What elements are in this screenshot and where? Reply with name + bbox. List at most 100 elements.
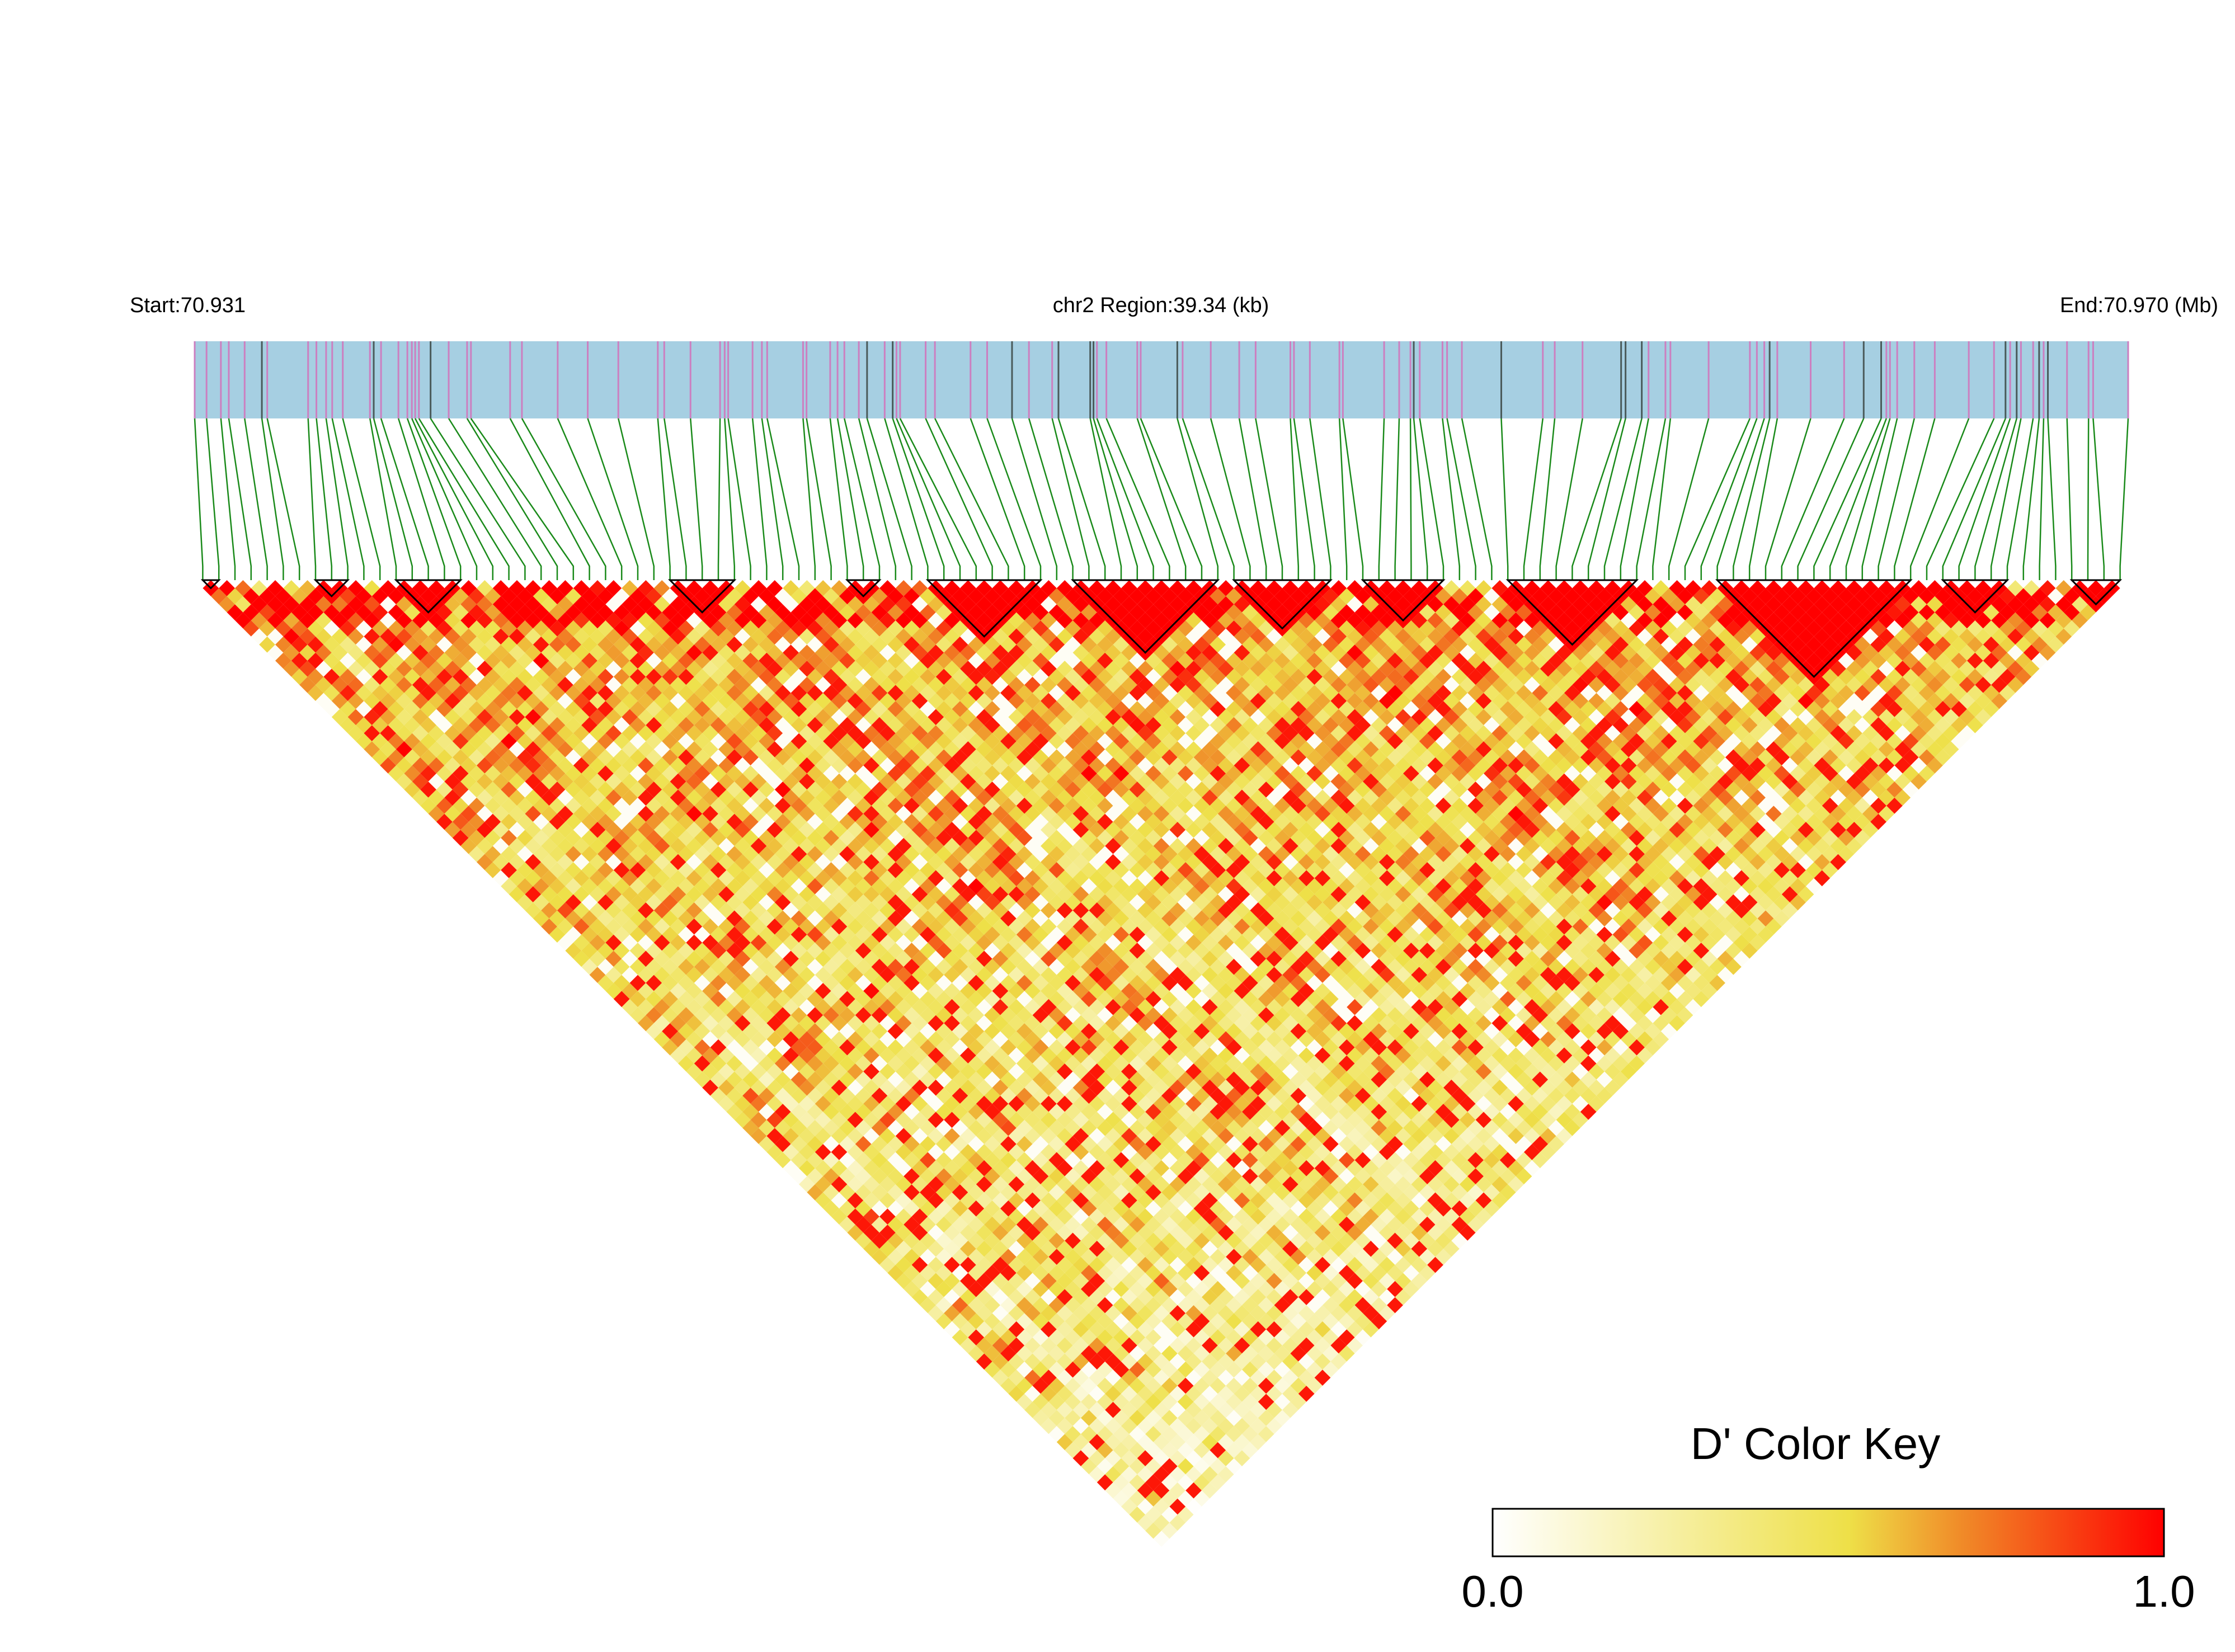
ld-cell	[662, 701, 678, 717]
snp-connector	[1057, 418, 1106, 580]
snp-connector	[1571, 418, 1622, 580]
ld-cell	[799, 806, 815, 822]
ld-cell	[646, 620, 662, 637]
ld-cell	[1282, 1305, 1298, 1321]
ld-cell	[1016, 1232, 1033, 1249]
ld-cell	[702, 1047, 718, 1063]
ld-cell	[1419, 1104, 1436, 1120]
ld-cell	[653, 757, 670, 774]
ld-cell	[1210, 1023, 1226, 1039]
ld-cell	[783, 983, 799, 999]
ld-cell	[1161, 1136, 1178, 1152]
ld-cell	[807, 943, 824, 959]
ld-cell	[1403, 1023, 1419, 1039]
ld-cell	[1000, 765, 1017, 782]
ld-cell	[726, 1104, 743, 1120]
ld-cell	[791, 652, 807, 669]
ld-cell	[509, 725, 525, 741]
ld-cell	[1443, 1176, 1460, 1193]
ld-cell	[1024, 1079, 1041, 1096]
ld-cell	[935, 862, 952, 878]
ld-cell	[920, 1265, 936, 1281]
ld-cell	[533, 652, 549, 669]
ld-cell	[960, 1128, 976, 1144]
ld-cell	[1323, 1152, 1339, 1169]
ld-cell	[1113, 1200, 1130, 1217]
ld-cell	[855, 782, 872, 798]
ld-cell	[653, 870, 670, 887]
ld-cell	[581, 958, 597, 975]
ld-cell	[1065, 1313, 1081, 1330]
ld-cell	[726, 1055, 743, 1072]
ld-cell	[799, 999, 815, 1015]
ld-cell	[1177, 1232, 1194, 1249]
ld-cell	[484, 782, 501, 798]
ld-cell	[597, 669, 614, 685]
ld-cell	[1024, 902, 1041, 919]
ld-cell	[799, 950, 815, 967]
ld-cell	[565, 926, 582, 943]
ld-cell	[823, 620, 839, 637]
ld-cell	[1024, 1225, 1041, 1241]
ld-cell	[1048, 1007, 1065, 1023]
ld-cell	[638, 596, 654, 613]
ld-cell	[855, 620, 872, 637]
ld-cell	[517, 765, 533, 782]
ld-cell	[1048, 862, 1065, 878]
ld-cell	[1217, 1337, 1234, 1354]
ld-cell	[976, 983, 992, 999]
ld-cell	[694, 765, 711, 782]
ld-cell	[1298, 1256, 1315, 1273]
ld-cell	[1081, 1361, 1097, 1378]
ld-cell	[1484, 1071, 1500, 1088]
ld-cell	[1008, 983, 1025, 999]
ld-cell	[783, 918, 799, 935]
ld-cell	[686, 661, 703, 677]
ld-cell	[1234, 902, 1250, 919]
ld-cell	[935, 765, 952, 782]
ld-cell	[1419, 1071, 1436, 1088]
ld-cell	[984, 782, 1000, 798]
ld-cell	[1024, 950, 1041, 967]
ld-cell	[1242, 1410, 1258, 1426]
ld-cell	[968, 943, 985, 959]
ld-cell	[662, 1039, 678, 1056]
ld-cell	[1363, 1256, 1379, 1273]
ld-cell	[541, 580, 557, 596]
ld-cell	[944, 644, 960, 661]
snp-connector	[844, 418, 881, 580]
ld-cell	[960, 644, 976, 661]
ld-cell	[1161, 878, 1178, 895]
ld-cell	[774, 782, 791, 798]
ld-cell	[1403, 1119, 1419, 1136]
ld-cell	[436, 636, 453, 653]
ld-cell	[895, 725, 912, 741]
ld-cell	[968, 765, 985, 782]
ld-cell	[799, 644, 815, 661]
ld-cell	[1016, 1297, 1033, 1314]
ld-cell	[622, 596, 638, 613]
ld-cell	[371, 685, 388, 701]
ld-cell	[1024, 628, 1041, 645]
ld-cell	[1008, 822, 1025, 838]
ld-cell	[1298, 1031, 1315, 1048]
ld-cell	[1145, 733, 1161, 750]
ld-cell	[839, 701, 855, 717]
ld-cell	[694, 636, 711, 653]
ld-cell	[1008, 1047, 1025, 1063]
ld-cell	[1177, 1394, 1194, 1410]
ld-cell	[960, 1144, 976, 1160]
ld-cell	[380, 580, 396, 596]
ld-cell	[565, 604, 582, 620]
ld-cell	[581, 620, 597, 637]
ld-cell	[492, 757, 509, 774]
ld-cell	[895, 1144, 912, 1160]
ld-cell	[871, 975, 888, 991]
ld-cell	[509, 741, 525, 757]
ld-cell	[920, 782, 936, 798]
snp-connector	[1958, 418, 2011, 580]
ld-cell	[1378, 1112, 1395, 1128]
ld-cell	[1113, 1345, 1130, 1362]
ld-cell	[774, 943, 791, 959]
ld-cell	[388, 685, 404, 701]
